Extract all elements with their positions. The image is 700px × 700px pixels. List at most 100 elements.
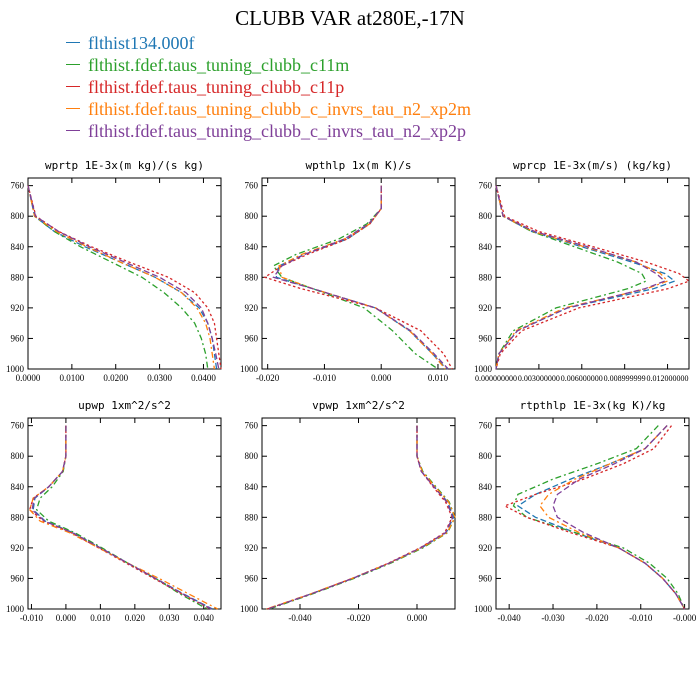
x-tick-label: -0.010 xyxy=(20,613,44,623)
y-tick-label: 960 xyxy=(479,573,493,583)
series-line xyxy=(269,425,456,610)
legend-label: flthist.fdef.taus_tuning_clubb_c_invrs_t… xyxy=(88,121,466,141)
legend: flthist134.000f flthist.fdef.taus_tuning… xyxy=(66,32,471,142)
y-tick-label: 880 xyxy=(11,512,25,522)
x-tick-label: 0.000 xyxy=(371,373,392,383)
legend-swatch xyxy=(66,130,80,132)
y-tick-label: 880 xyxy=(11,272,25,282)
series-line xyxy=(27,185,220,370)
legend-label: flthist.fdef.taus_tuning_clubb_c11m xyxy=(88,55,350,75)
x-tick-label: -0.020 xyxy=(585,613,609,623)
y-tick-label: 880 xyxy=(245,272,259,282)
chart-title: wprtp 1E-3x(m kg)/(s kg) xyxy=(45,159,204,172)
legend-swatch xyxy=(66,108,80,110)
chart-panel: vpwp 1xm^2/s^2 760 800 840 880 920 960 1000 -0.0… xyxy=(240,399,456,623)
y-tick-label: 800 xyxy=(479,211,493,221)
series-line xyxy=(267,425,455,610)
x-tick-label: -0.010 xyxy=(313,373,337,383)
x-tick-label: 0.012000000 xyxy=(647,374,689,383)
series-line xyxy=(267,425,453,610)
y-tick-label: 960 xyxy=(479,333,493,343)
x-tick-label: -0.040 xyxy=(288,613,312,623)
plot-frame xyxy=(261,417,456,610)
series-line xyxy=(27,185,218,370)
y-tick-label: 920 xyxy=(11,303,25,313)
legend-item: flthist.fdef.taus_tuning_clubb_c11p xyxy=(66,76,471,98)
x-tick-label: 0.000 xyxy=(407,613,428,623)
chart-title: vpwp 1xm^2/s^2 xyxy=(312,399,405,412)
y-tick-label: 800 xyxy=(11,451,25,461)
x-tick-label: -0.040 xyxy=(498,613,522,623)
y-tick-label: 760 xyxy=(479,181,493,191)
x-tick-label: -0.030 xyxy=(541,613,565,623)
x-tick-label: 0.000 xyxy=(56,613,77,623)
y-tick-label: 1000 xyxy=(6,364,25,374)
series-line xyxy=(32,425,213,610)
y-tick-label: 1000 xyxy=(474,604,493,614)
y-tick-label: 960 xyxy=(11,333,25,343)
x-tick-label: 0.003000000 xyxy=(518,374,560,383)
legend-label: flthist.fdef.taus_tuning_clubb_c11p xyxy=(88,77,345,97)
y-tick-label: 960 xyxy=(245,573,259,583)
chart-panel: upwp 1xm^2/s^2 760 800 840 880 920 960 1000-0.0… xyxy=(6,399,222,623)
y-tick-label: 800 xyxy=(245,451,259,461)
y-tick-label: 760 xyxy=(245,421,259,431)
series-line xyxy=(263,185,453,370)
series-line xyxy=(516,425,686,610)
y-tick-label: 760 xyxy=(11,421,25,431)
y-tick-label: 960 xyxy=(11,573,25,583)
x-tick-label: 0.0300 xyxy=(147,373,172,383)
y-tick-label: 1000 xyxy=(240,604,259,614)
x-tick-label: 0.0000 xyxy=(16,373,41,383)
y-tick-label: 840 xyxy=(11,482,25,492)
series-line xyxy=(28,425,212,610)
chart-panel: wprtp 1E-3x(m kg)/(s kg) 760 800 840 880 920 9… xyxy=(6,159,222,383)
series-line xyxy=(278,185,446,370)
series-line xyxy=(512,425,686,610)
plot-frame xyxy=(495,177,690,370)
series-line xyxy=(495,185,669,370)
y-tick-label: 1000 xyxy=(240,364,259,374)
series-line xyxy=(272,185,439,370)
x-tick-label: -0.020 xyxy=(256,373,280,383)
series-line xyxy=(539,425,686,610)
chart-panel: wpthlp 1x(m K)/s7608008408809209601000-0… xyxy=(240,159,456,383)
chart-panel: rtpthlp 1E-3x(kg K)/kg 760 800 840 880 920 960… xyxy=(474,399,697,623)
series-line xyxy=(495,185,691,370)
x-tick-label: 0.040 xyxy=(194,613,215,623)
legend-item: flthist.fdef.taus_tuning_clubb_c_invrs_t… xyxy=(66,120,471,142)
y-tick-label: 880 xyxy=(479,512,493,522)
y-tick-label: 920 xyxy=(479,303,493,313)
y-tick-label: 760 xyxy=(245,181,259,191)
plot-frame xyxy=(27,417,222,610)
y-tick-label: 920 xyxy=(479,543,493,553)
x-tick-label: -0.020 xyxy=(347,613,371,623)
chart-title: upwp 1xm^2/s^2 xyxy=(78,399,171,412)
x-tick-label: -0.000 xyxy=(673,613,697,623)
series-line xyxy=(31,425,212,610)
series-line xyxy=(27,185,222,370)
y-tick-label: 840 xyxy=(479,482,493,492)
y-tick-label: 800 xyxy=(245,211,259,221)
series-line xyxy=(495,185,648,370)
series-line xyxy=(503,425,686,610)
legend-item: flthist134.000f xyxy=(66,32,471,54)
y-tick-label: 840 xyxy=(11,242,25,252)
x-tick-label: 0.006000000 xyxy=(561,374,603,383)
y-tick-label: 1000 xyxy=(474,364,493,374)
legend-label: flthist134.000f xyxy=(88,33,195,53)
series-line xyxy=(495,185,666,370)
plot-frame xyxy=(261,177,456,370)
page-title: CLUBB VAR at280E,-17N xyxy=(235,6,465,30)
series-line xyxy=(27,185,209,370)
x-tick-label: 0.000000000 xyxy=(475,374,517,383)
y-tick-label: 1000 xyxy=(6,604,25,614)
legend-item: flthist.fdef.taus_tuning_clubb_c11m xyxy=(66,54,471,76)
x-tick-label: 0.010 xyxy=(428,373,449,383)
x-tick-label: 0.020 xyxy=(125,613,146,623)
x-tick-label: 0.008999999 xyxy=(604,374,646,383)
y-tick-label: 920 xyxy=(11,543,25,553)
y-tick-label: 760 xyxy=(479,421,493,431)
y-tick-label: 840 xyxy=(479,242,493,252)
